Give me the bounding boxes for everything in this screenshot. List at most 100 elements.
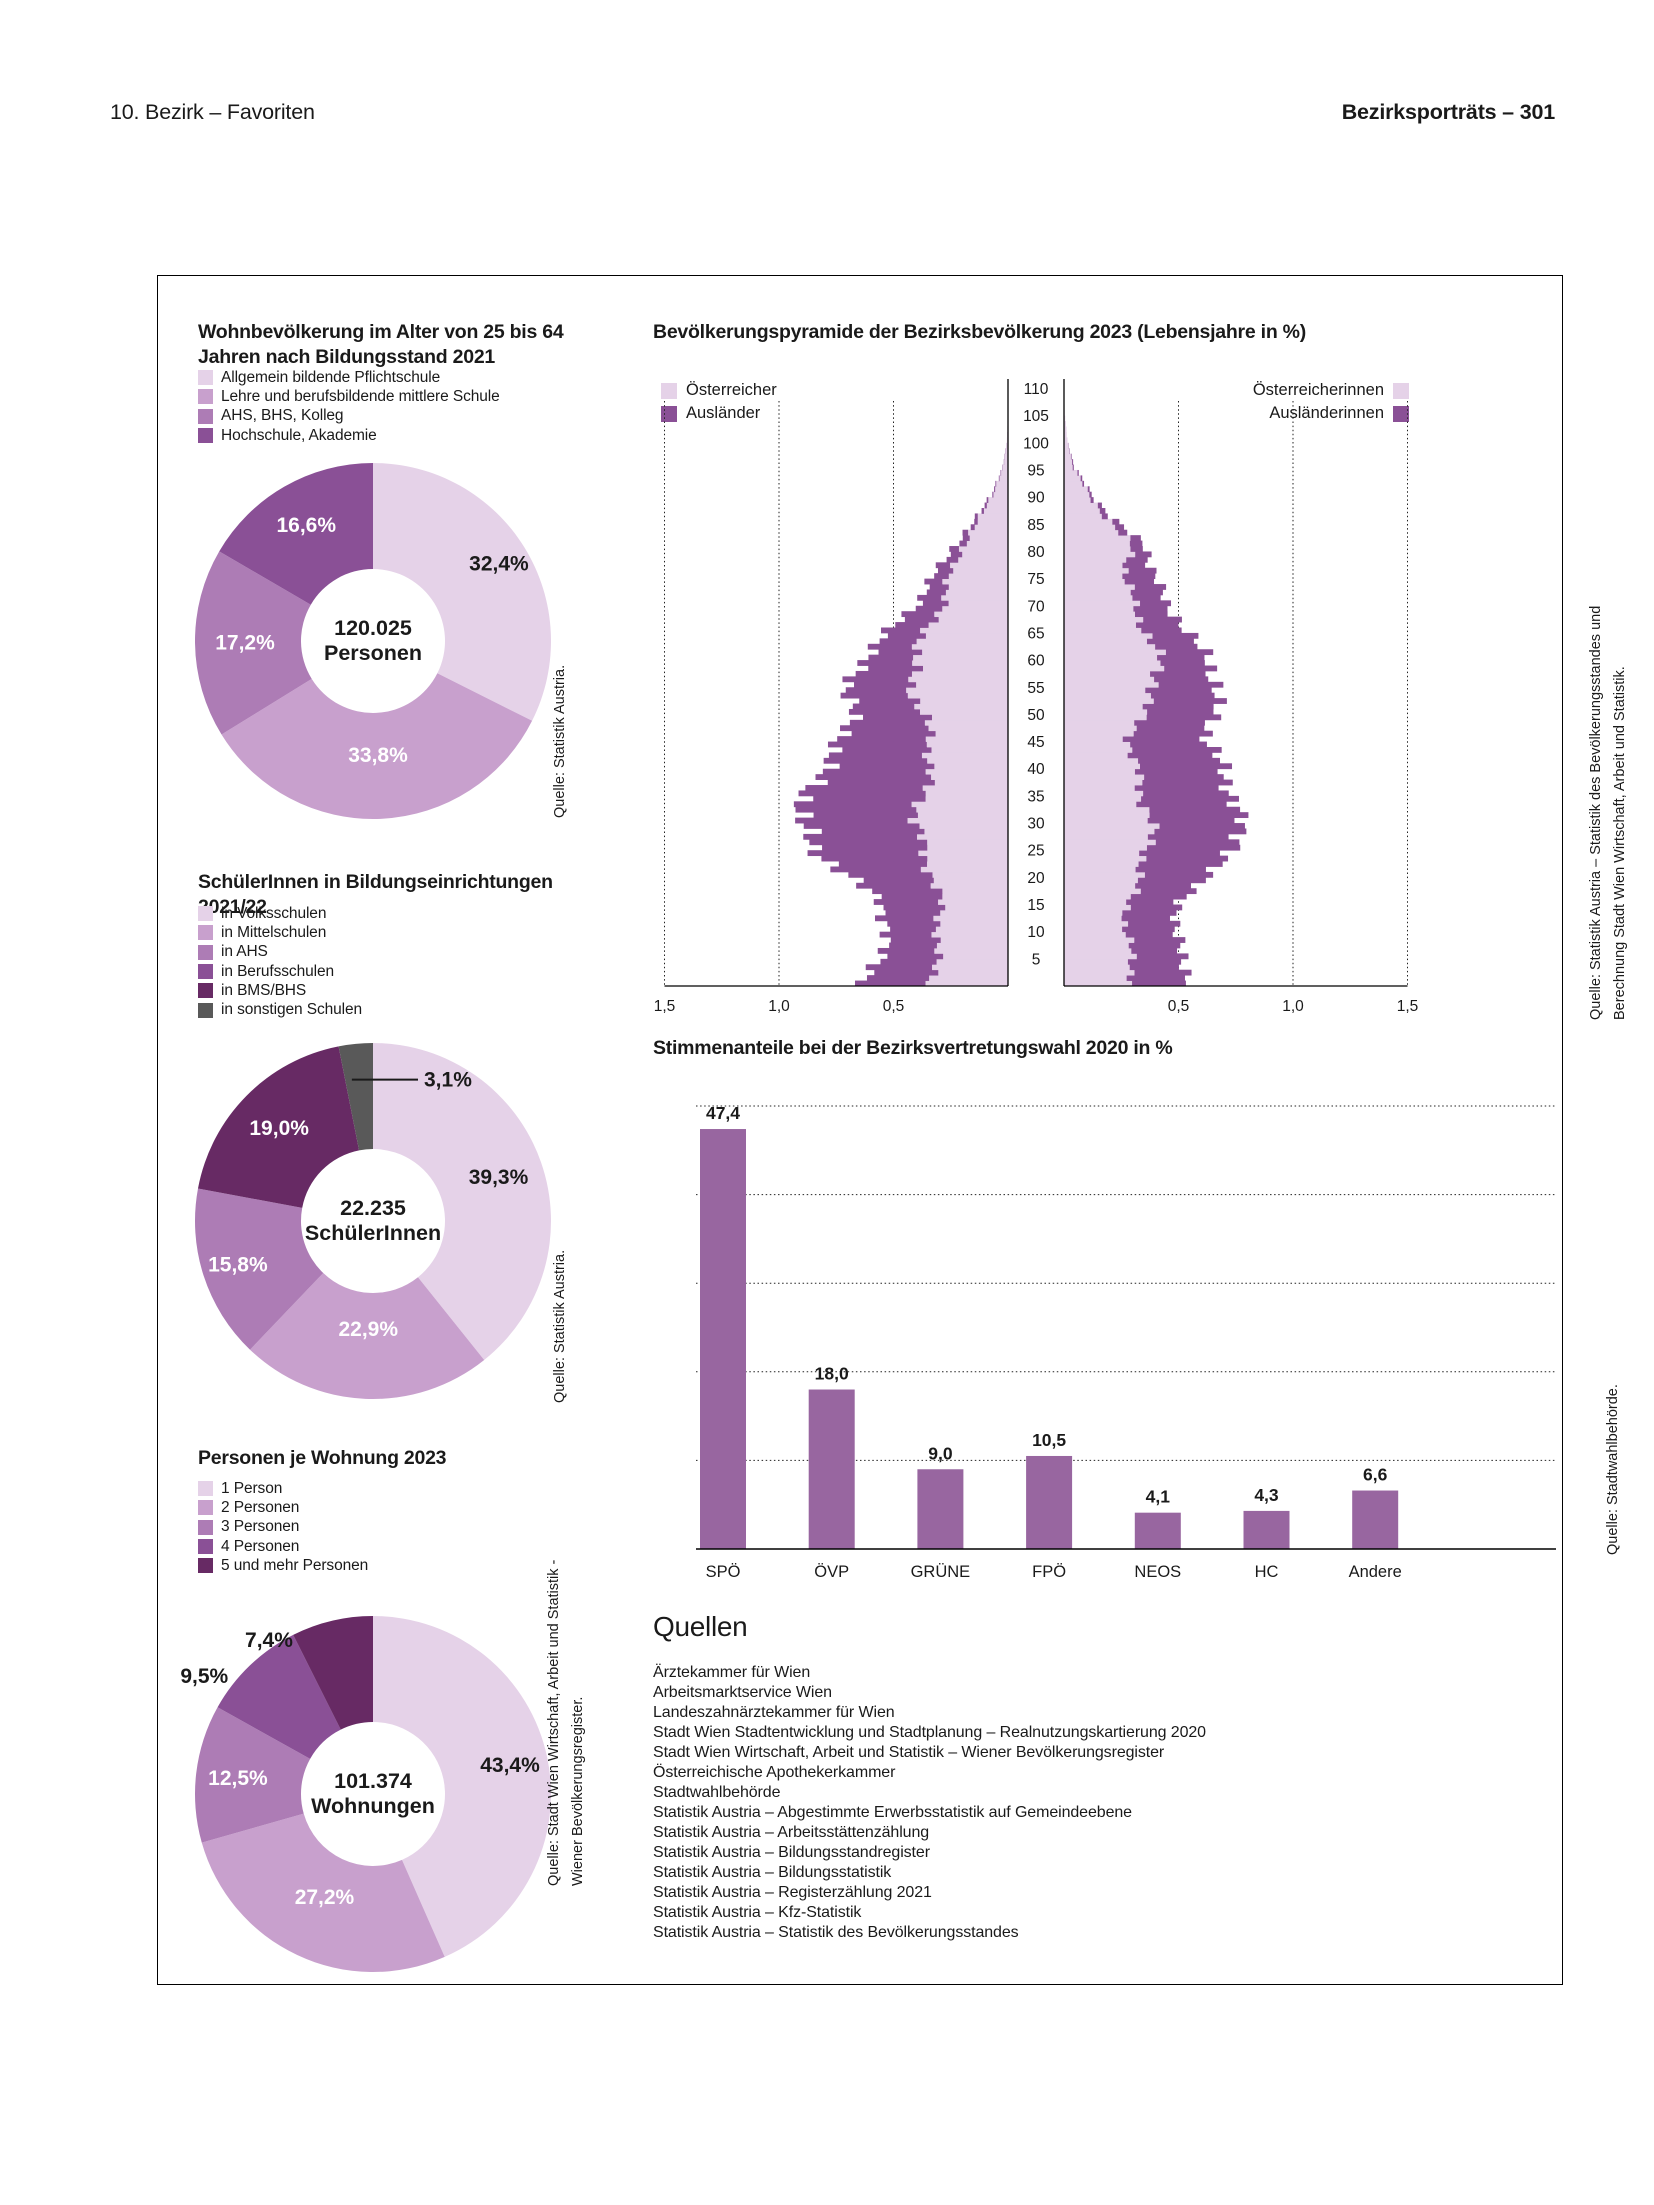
pyramid-bar-female-austrian <box>1064 589 1131 596</box>
pyramid-bar-female-austrian <box>1064 964 1130 971</box>
pyramid-bar-female-austrian <box>1064 681 1159 688</box>
donut-slice-3-personen <box>195 1707 311 1843</box>
pyramid-bar-male-foreign <box>867 643 912 650</box>
legend-swatch <box>198 1539 213 1555</box>
quellen-item: Statistik Austria – Bildungsstandregiste… <box>653 1844 930 1861</box>
bar-category-label: ÖVP <box>814 1563 849 1581</box>
pyramid-bar-male-austrian <box>927 757 1008 764</box>
pyramid-bar-male-austrian <box>920 627 1008 634</box>
pyramid-bar-male-austrian <box>962 551 1008 558</box>
slice-value-label: 3,1% <box>424 1069 472 1092</box>
pyramid-bar-female-foreign <box>1138 861 1223 867</box>
pyramid-bar-male-austrian <box>977 518 1008 525</box>
bar-value-label: 4,3 <box>1254 1485 1279 1505</box>
pyramid-bar-female-foreign <box>1127 752 1213 759</box>
pyramid-bar-female-austrian <box>1064 502 1098 509</box>
pyramid-x-tick: 1,5 <box>654 998 676 1015</box>
pyramid-bar-male-foreign <box>813 795 926 802</box>
legend-label: Österreicher <box>686 381 777 399</box>
pyramid-bar-male-austrian <box>925 736 1008 742</box>
pyramid-bar-male-foreign <box>887 920 941 927</box>
pyramid-bar-male-foreign <box>995 480 997 487</box>
pyramid-bar-female-austrian <box>1064 839 1156 846</box>
pyramid-legend-item: Österreicherinnen <box>1189 379 1409 402</box>
pyramid-bar-male-foreign <box>827 741 927 748</box>
pyramid-bar-male-austrian <box>948 584 1008 590</box>
slice-value-label: 27,2% <box>295 1886 355 1909</box>
pyramid-bar-female-foreign <box>1087 486 1090 493</box>
pyramid-bar-male-foreign <box>830 866 921 873</box>
pyramid-bar-female-foreign <box>1146 844 1241 851</box>
pyramid-bar-female-austrian <box>1064 942 1129 949</box>
donut-center-label: SchülerInnen <box>305 1221 441 1245</box>
pyramid-bar-male-austrian <box>913 654 1008 661</box>
pyramid-bar-female-austrian <box>1064 828 1155 835</box>
pyramid-bar-female-austrian <box>1064 524 1116 531</box>
pyramid-bar-male-austrian <box>927 839 1008 846</box>
pyramid-bar-male-austrian <box>940 937 1008 943</box>
pyramid-bar-male-foreign <box>889 942 937 949</box>
pyramid-bar-female-foreign <box>1132 980 1186 987</box>
donut-slice-lehre-und-berufsbildende-mittlere-schule <box>221 673 533 819</box>
pyramid-bar-male-austrian <box>916 681 1008 688</box>
pyramid-bar-male-foreign <box>887 632 926 639</box>
donut-center-value: 22.235 <box>340 1196 406 1220</box>
slice-value-label: 19,0% <box>249 1117 309 1140</box>
pyramid-bar-female-foreign <box>1126 899 1174 905</box>
pyramid-bar-male-austrian <box>942 578 1008 585</box>
pyramid-bar-male-austrian <box>974 524 1008 531</box>
pyramid-bar-male-austrian <box>988 497 1008 503</box>
pyramid-bar-female-austrian <box>1064 605 1134 612</box>
pyramid-bar-female-austrian <box>1064 708 1148 715</box>
donut-slice-in-mittelschulen <box>250 1273 485 1399</box>
pyramid-bar-female-foreign <box>1128 920 1181 927</box>
pyramid-bar-male-austrian <box>940 909 1008 916</box>
pyramid-bar-female-austrian <box>1064 757 1139 764</box>
pyramid-bar-female-foreign <box>1130 546 1143 552</box>
dwellings-legend-item: 2 Personen <box>198 1498 368 1517</box>
pyramid-age-tick: 40 <box>1027 761 1045 778</box>
pyramid-age-tick: 55 <box>1027 680 1044 697</box>
pyramid-bar-female-austrian <box>1064 741 1131 748</box>
pyramid-bar-male-foreign <box>890 926 936 933</box>
pyramid-bar-female-foreign <box>1115 524 1125 531</box>
pyramid-bar-male-foreign <box>849 719 925 726</box>
pyramid-bar-male-austrian <box>966 540 1008 547</box>
legend-label: in Volksschulen <box>221 904 327 922</box>
pyramid-bar-male-austrian <box>922 785 1008 791</box>
pyramid-bar-female-austrian <box>1064 448 1070 455</box>
pyramid-bar-female-foreign <box>1154 676 1209 683</box>
pyramid-bar-female-foreign <box>1124 578 1155 585</box>
pyramid-bar-male-foreign <box>974 518 978 525</box>
pyramid-bar-male-foreign <box>868 654 914 661</box>
quellen-item: Statistik Austria – Kfz-Statistik <box>653 1904 862 1921</box>
bar-value-label: 47,4 <box>706 1103 740 1123</box>
pyramid-bar-female-austrian <box>1064 747 1133 753</box>
pyramid-bar-male-foreign <box>890 937 941 943</box>
bar-spö <box>700 1129 746 1549</box>
pyramid-bar-male-foreign <box>935 562 951 569</box>
pyramid-bar-female-foreign <box>1143 790 1229 797</box>
pyramid-bar-male-austrian <box>943 953 1008 960</box>
dwellings-source-line1: Quelle: Stadt Wien Wirtschaft, Arbeit un… <box>546 1559 562 1886</box>
education-legend-item: Lehre und berufsbildende mittlere Schule <box>198 387 500 406</box>
pyramid-bar-female-foreign <box>1127 958 1182 965</box>
bar-value-label: 4,1 <box>1146 1487 1171 1507</box>
pyramid-bar-male-austrian <box>926 741 1008 748</box>
pyramid-bar-male-austrian <box>917 812 1008 819</box>
pyramid-bar-male-austrian <box>920 866 1008 873</box>
pyramid-x-tick: 1,5 <box>1397 998 1419 1015</box>
pyramid-bar-male-foreign <box>950 551 963 558</box>
pyramid-bar-male-foreign <box>813 812 918 819</box>
pyramid-bar-female-austrian <box>1064 638 1147 645</box>
pyramid-chart-title: Bevölkerungspyramide der Bezirksbevölker… <box>653 321 1306 343</box>
slice-value-label: 12,5% <box>208 1767 268 1790</box>
pyramid-bar-male-austrian <box>942 888 1008 895</box>
pyramid-bar-female-foreign <box>1122 909 1177 916</box>
pyramid-bar-female-austrian <box>1064 437 1068 444</box>
pyramid-bar-female-austrian <box>1064 660 1161 666</box>
pyramid-bar-female-foreign <box>1155 643 1198 650</box>
education-chart-legend: Allgemein bildende Pflichtschule Lehre un… <box>198 368 500 445</box>
pyramid-bar-female-foreign <box>1149 812 1249 819</box>
pyramid-bar-male-foreign <box>848 708 920 715</box>
